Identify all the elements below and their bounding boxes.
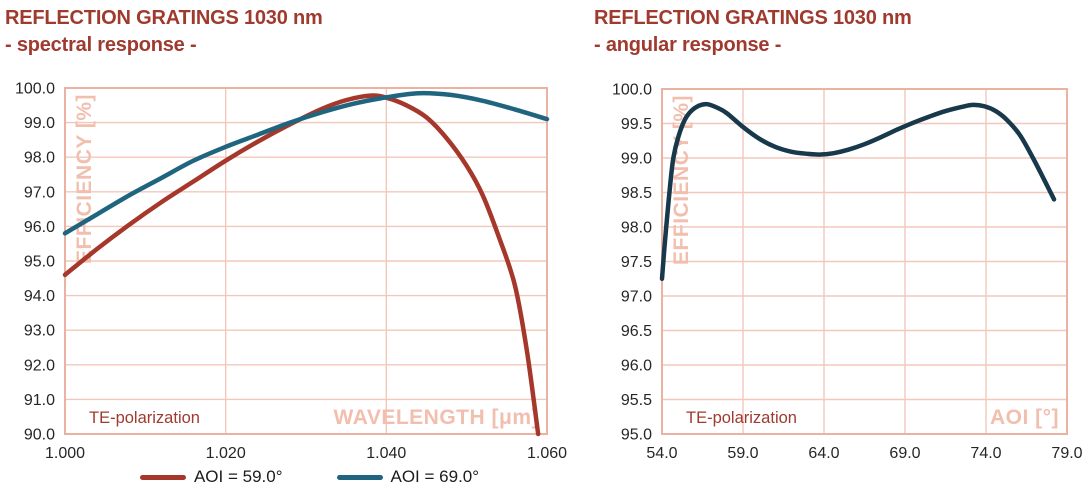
x-tick-label: 64.0 — [808, 445, 839, 462]
y-tick-label: 91.0 — [24, 392, 55, 409]
chart-title: REFLECTION GRATINGS 1030 nm — [594, 7, 912, 29]
y-tick-label: 97.0 — [24, 184, 55, 201]
x-axis-label: WAVELENGTH [μm] — [334, 406, 539, 429]
y-tick-label: 100.0 — [612, 82, 652, 99]
plot-border — [64, 87, 548, 435]
y-tick-label: 98.0 — [621, 220, 652, 237]
y-axis-label: EFFICIENCY [%] — [73, 94, 96, 264]
chart-subtitle: - angular response - — [594, 34, 782, 56]
x-tick-label: 59.0 — [727, 445, 758, 462]
polarization-annotation: TE-polarization — [89, 409, 200, 427]
legend-swatch — [336, 474, 383, 480]
curve-te — [659, 101, 1057, 281]
x-tick-label: 1.060 — [527, 445, 567, 462]
y-tick-label: 99.0 — [621, 151, 652, 168]
angular-response-plot: EFFICIENCY [%] AOI [°] TE-polarization 95.0… — [612, 82, 1083, 463]
curve-aoi-59-0 — [62, 93, 541, 437]
polarization-annotation: TE-polarization — [686, 409, 797, 427]
y-tick-label: 98.5 — [621, 185, 652, 202]
y-tick-label: 98.0 — [24, 150, 55, 167]
legend-item-aoi-59-0: AOI = 59.0° — [139, 467, 283, 487]
y-tick-label: 96.0 — [24, 219, 55, 236]
y-tick-label: 92.0 — [24, 357, 55, 374]
y-tick-label: 95.5 — [621, 392, 652, 409]
x-tick-label: 79.0 — [1051, 445, 1082, 462]
x-tick-label: 54.0 — [646, 445, 677, 462]
legend: AOI = 59.0° AOI = 69.0° — [3, 467, 588, 487]
y-tick-label: 95.0 — [24, 254, 55, 271]
spectral-response-chart: REFLECTION GRATINGS 1030 nm - spectral r… — [3, 5, 588, 487]
chart-subtitle: - spectral response - — [5, 34, 197, 56]
legend-label: AOI = 69.0° — [390, 467, 480, 486]
x-tick-label: 69.0 — [889, 445, 920, 462]
curve-aoi-69-0 — [62, 90, 550, 236]
y-tick-label: 95.0 — [621, 427, 652, 444]
y-tick-label: 97.5 — [621, 254, 652, 271]
angular-response-chart: REFLECTION GRATINGS 1030 nm - angular re… — [592, 5, 1087, 466]
y-tick-label: 90.0 — [24, 427, 55, 444]
y-tick-label: 96.5 — [621, 323, 652, 340]
legend-item-aoi-69-0: AOI = 69.0° — [336, 467, 480, 487]
chart-title: REFLECTION GRATINGS 1030 nm — [5, 7, 323, 29]
legend-swatch — [139, 474, 186, 480]
y-tick-label: 99.0 — [24, 115, 55, 132]
x-tick-label: 1.000 — [45, 445, 85, 462]
x-tick-label: 1.020 — [206, 445, 246, 462]
y-tick-label: 93.0 — [24, 323, 55, 340]
y-tick-label: 96.0 — [621, 358, 652, 375]
x-axis-label: AOI [°] — [990, 406, 1059, 429]
y-tick-label: 97.0 — [621, 289, 652, 306]
x-tick-label: 74.0 — [970, 445, 1001, 462]
y-tick-label: 94.0 — [24, 288, 55, 305]
legend-label: AOI = 59.0° — [193, 467, 283, 486]
spectral-response-plot: EFFICIENCY [%] WAVELENGTH [μm] TE-polariza… — [15, 81, 567, 463]
y-axis-label: EFFICIENCY [%] — [670, 95, 693, 265]
y-tick-label: 100.0 — [15, 81, 55, 98]
y-tick-label: 99.5 — [621, 116, 652, 133]
x-tick-label: 1.040 — [366, 445, 406, 462]
